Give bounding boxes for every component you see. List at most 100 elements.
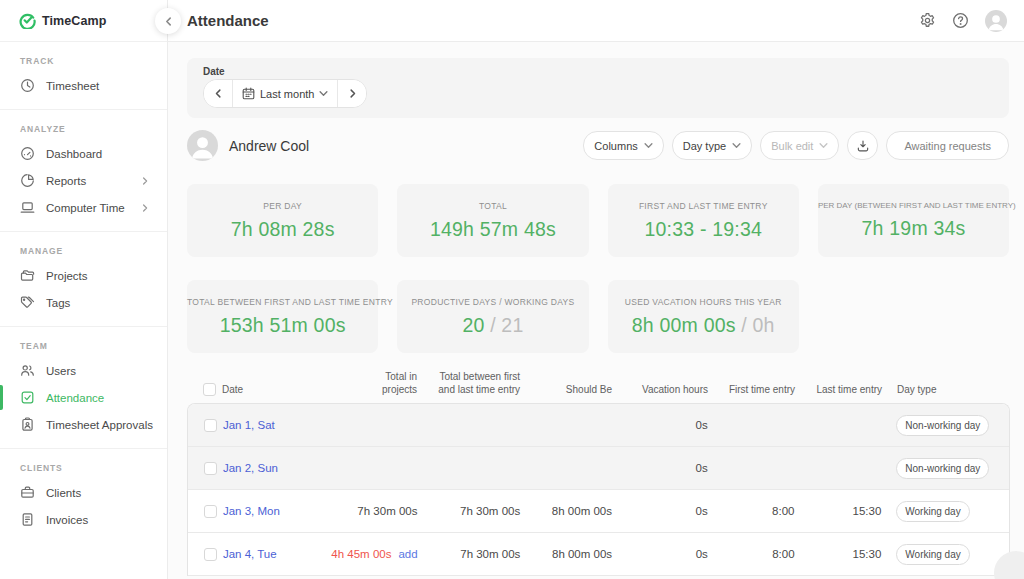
stat-value: 153h 51m 00s (187, 314, 378, 337)
stat-label: FIRST AND LAST TIME ENTRY (608, 201, 799, 211)
column-header: Vacation hours (612, 384, 708, 397)
sidebar-item-clients[interactable]: Clients (0, 479, 167, 506)
row-checkbox[interactable] (204, 419, 217, 432)
checkbox-icon (20, 390, 35, 405)
sidebar-item-label: Projects (46, 270, 88, 282)
vacation-hours-value: 0s (612, 548, 708, 560)
chevron-right-icon (141, 177, 149, 185)
sidebar-collapse-button[interactable] (155, 8, 181, 34)
table-header: DateTotal in projectsTotal between first… (187, 370, 1010, 403)
table-row: Jan 3, Mon7h 30m 00s7h 30m 00s8h 00m 00s… (188, 490, 1009, 533)
sidebar-section-label: TRACK (20, 56, 167, 66)
download-button[interactable] (847, 131, 878, 160)
user-avatar[interactable] (985, 10, 1007, 32)
stat-label: TOTAL (397, 201, 588, 211)
sidebar-nav: TRACK Timesheet ANALYZE Dashboard Reports Com… (0, 42, 167, 543)
stat-value-main: 153h 51m 00s (220, 314, 346, 336)
users-icon (20, 363, 35, 378)
stat-value: 149h 57m 48s (397, 218, 588, 241)
sidebar-section-label: CLIENTS (20, 463, 167, 473)
add-time-link[interactable]: add (398, 548, 417, 560)
sidebar-item-reports[interactable]: Reports (0, 167, 167, 194)
stat-card: TOTAL 149h 57m 48s (397, 184, 588, 257)
column-header: Day type (882, 384, 1010, 397)
should-be-value: 8h 00m 00s (520, 505, 612, 517)
timecamp-logo-icon (19, 12, 36, 29)
stat-value: 10:33 - 19:34 (608, 218, 799, 241)
day-type-badge[interactable]: Working day (896, 544, 969, 565)
chevron-right-icon (141, 204, 149, 212)
table-row: Jan 4, Tue4h 45m 00sadd7h 30m 00s8h 00m … (188, 533, 1009, 576)
table-body: Jan 1, Sat 0s Non-working day Jan 2, Sun 0s N… (187, 403, 1010, 576)
sidebar-item-projects[interactable]: Projects (0, 262, 167, 289)
row-checkbox[interactable] (204, 462, 217, 475)
dashboard-icon (20, 146, 35, 161)
awaiting-requests-button[interactable]: Awaiting requests (886, 131, 1009, 160)
sidebar-section-analyze: ANALYZE Dashboard Reports Computer Time (0, 110, 167, 232)
sidebar-item-timesheet[interactable]: Timesheet (0, 72, 167, 99)
select-all-checkbox[interactable] (203, 383, 216, 396)
date-range-dropdown[interactable]: Last month (233, 80, 337, 107)
vacation-hours-value: 0s (612, 505, 708, 517)
bulk-edit-dropdown[interactable]: Bulk edit (760, 131, 839, 160)
columns-dropdown[interactable]: Columns (583, 131, 663, 160)
sidebar-item-label: Attendance (46, 392, 104, 404)
column-header: Total in projects (341, 371, 417, 396)
calendar-icon (242, 87, 255, 100)
sidebar-item-label: Tags (46, 297, 70, 309)
next-period-button[interactable] (337, 80, 366, 107)
topbar: Attendance (168, 0, 1024, 42)
sidebar-item-tags[interactable]: Tags (0, 289, 167, 316)
sidebar-item-label: Clients (46, 487, 81, 499)
day-type-badge[interactable]: Working day (896, 501, 969, 522)
sidebar-item-computer-time[interactable]: Computer Time (0, 194, 167, 221)
sidebar-section-label: ANALYZE (20, 124, 167, 134)
sidebar-item-dashboard[interactable]: Dashboard (0, 140, 167, 167)
prev-period-button[interactable] (204, 80, 233, 107)
column-header: Total between first and last time entry (417, 371, 520, 396)
column-header: Date (221, 384, 341, 397)
sidebar-section-manage: MANAGEProjectsTags (0, 232, 167, 327)
help-icon[interactable] (952, 12, 969, 29)
date-link[interactable]: Jan 2, Sun (223, 462, 278, 474)
stat-value-main: 7h 08m 28s (231, 218, 335, 240)
row-checkbox[interactable] (204, 548, 217, 561)
stat-value-main: 8h 00m 00s (632, 314, 736, 336)
stat-value-muted: / 0h (736, 314, 775, 336)
stat-value: 20 / 21 (397, 314, 588, 337)
folder-icon (20, 268, 35, 283)
row-checkbox[interactable] (204, 505, 217, 518)
person-name: Andrew Cool (229, 138, 309, 154)
sidebar-item-invoices[interactable]: Invoices (0, 506, 167, 533)
stat-card: PER DAY (BETWEEN FIRST AND LAST TIME ENT… (818, 184, 1009, 257)
settings-gear-icon[interactable] (919, 12, 936, 29)
page-title: Attendance (187, 12, 269, 29)
download-icon (856, 139, 870, 153)
sidebar-item-label: Timesheet Approvals (46, 419, 153, 431)
column-header: Last time entry (795, 384, 882, 397)
stat-value-main: 10:33 - 19:34 (644, 218, 762, 240)
timecamp-logo[interactable]: TimeCamp (0, 0, 167, 42)
stat-value: 7h 19m 34s (818, 217, 1009, 240)
sidebar-item-label: Dashboard (46, 148, 102, 160)
table-row: Jan 2, Sun 0s Non-working day (188, 447, 1009, 490)
stats-row-2: TOTAL BETWEEN FIRST AND LAST TIME ENTRY1… (187, 280, 799, 353)
date-link[interactable]: Jan 3, Mon (223, 505, 280, 517)
date-filter-label: Date (203, 66, 993, 77)
sidebar-item-users[interactable]: Users (0, 357, 167, 384)
stat-card: USED VACATION HOURS THIS YEAR8h 00m 00s … (608, 280, 799, 353)
columns-label: Columns (594, 140, 637, 152)
stat-label: PER DAY (187, 201, 378, 211)
stat-card: TOTAL BETWEEN FIRST AND LAST TIME ENTRY1… (187, 280, 378, 353)
day-type-dropdown[interactable]: Day type (672, 131, 752, 160)
day-type-badge[interactable]: Non-working day (896, 415, 989, 436)
vacation-hours-value: 0s (612, 462, 708, 474)
sidebar-item-attendance[interactable]: Attendance (0, 384, 167, 411)
sidebar-section-team: TEAMUsersAttendanceTimesheet Approvals (0, 327, 167, 449)
date-link[interactable]: Jan 4, Tue (223, 548, 277, 560)
day-type-badge[interactable]: Non-working day (896, 458, 989, 479)
sidebar-item-timesheet-approvals[interactable]: Timesheet Approvals (0, 411, 167, 438)
date-link[interactable]: Jan 1, Sat (223, 419, 275, 431)
clock-icon (20, 78, 35, 93)
sidebar-item-label: Reports (46, 175, 86, 187)
